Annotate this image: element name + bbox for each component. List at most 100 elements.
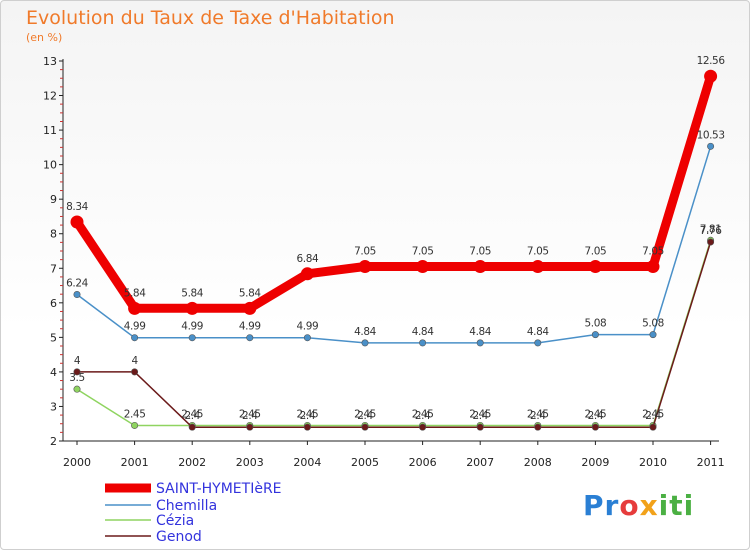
data-label-c-zia: 2.45 — [239, 408, 261, 420]
data-label-saint-hymeti-re: 7.05 — [354, 246, 376, 258]
data-point-genod — [419, 423, 427, 431]
data-label-c-zia: 2.45 — [585, 408, 607, 420]
x-tick-label: 2010 — [639, 456, 667, 469]
data-point-genod — [649, 423, 657, 431]
data-label-genod: 2.4 — [472, 410, 488, 422]
data-label-chemilla: 4.84 — [469, 326, 491, 338]
data-point-saint-hymeti-re — [646, 260, 660, 274]
y-tick-label: 8 — [50, 228, 57, 241]
x-tick-label: 2006 — [409, 456, 437, 469]
data-point-chemilla — [419, 339, 427, 347]
data-point-saint-hymeti-re — [185, 301, 199, 315]
data-label-c-zia: 2.45 — [642, 408, 664, 420]
data-label-c-zia: 2.45 — [124, 408, 146, 420]
data-label-saint-hymeti-re: 7.05 — [642, 246, 664, 258]
data-point-genod — [73, 368, 81, 376]
data-label-saint-hymeti-re: 5.84 — [124, 287, 146, 299]
y-tick-label: 4 — [50, 366, 57, 379]
data-label-genod: 2.4 — [415, 410, 431, 422]
legend-label-saint-hymeti-re: SAINT-HYMETIèRE — [156, 481, 282, 497]
legend-label-chemilla: Chemilla — [156, 498, 217, 514]
data-point-genod — [303, 423, 311, 431]
x-tick-label: 2000 — [63, 456, 91, 469]
data-point-chemilla — [476, 339, 484, 347]
data-point-genod — [361, 423, 369, 431]
data-point-genod — [246, 423, 254, 431]
x-tick-label: 2002 — [178, 456, 206, 469]
data-point-saint-hymeti-re — [416, 260, 430, 274]
data-label-c-zia: 2.45 — [181, 408, 203, 420]
data-label-chemilla: 4.99 — [297, 321, 319, 333]
data-label-saint-hymeti-re: 5.84 — [181, 287, 203, 299]
data-point-c-zia — [73, 385, 81, 393]
data-point-chemilla — [534, 339, 542, 347]
proxiti-logo: Proxiti — [583, 489, 694, 522]
data-label-saint-hymeti-re: 6.84 — [297, 253, 319, 265]
x-tick-label: 2009 — [581, 456, 609, 469]
y-tick-label: 9 — [50, 193, 57, 206]
data-point-saint-hymeti-re — [128, 301, 142, 315]
y-tick-label: 6 — [50, 297, 57, 310]
data-label-chemilla: 4.99 — [124, 321, 146, 333]
logo-part-4: iti — [658, 489, 695, 522]
data-label-chemilla: 5.08 — [642, 318, 664, 330]
data-point-chemilla — [361, 339, 369, 347]
data-label-c-zia: 2.45 — [354, 408, 376, 420]
data-point-saint-hymeti-re — [358, 260, 372, 274]
data-point-chemilla — [591, 331, 599, 339]
data-label-saint-hymeti-re: 7.05 — [585, 246, 607, 258]
series-line-genod — [76, 241, 712, 428]
data-point-saint-hymeti-re — [588, 260, 602, 274]
data-point-chemilla — [246, 334, 254, 342]
y-tick-label: 2 — [50, 435, 57, 448]
data-point-genod — [707, 238, 715, 246]
data-point-chemilla — [303, 334, 311, 342]
data-label-chemilla: 5.08 — [585, 318, 607, 330]
data-label-genod: 2.4 — [588, 410, 604, 422]
y-tick-label: 10 — [43, 159, 57, 172]
data-label-genod: 7.76 — [700, 225, 722, 237]
data-point-genod — [591, 423, 599, 431]
data-label-genod: 4 — [131, 355, 138, 367]
data-label-chemilla: 4.84 — [527, 326, 549, 338]
data-label-chemilla: 4.84 — [412, 326, 434, 338]
data-label-chemilla: 4.99 — [181, 321, 203, 333]
data-label-genod: 2.4 — [242, 410, 258, 422]
chart-subtitle: (en %) — [26, 31, 63, 44]
data-label-saint-hymeti-re: 7.05 — [527, 246, 549, 258]
data-label-c-zia: 2.45 — [297, 408, 319, 420]
data-label-chemilla: 10.53 — [697, 129, 725, 141]
data-label-genod: 2.4 — [530, 410, 546, 422]
x-tick-label: 2001 — [121, 456, 149, 469]
data-point-genod — [534, 423, 542, 431]
x-tick-label: 2004 — [293, 456, 321, 469]
y-tick-label: 13 — [43, 55, 57, 68]
data-label-genod: 2.4 — [357, 410, 373, 422]
data-point-saint-hymeti-re — [243, 301, 257, 315]
x-tick-label: 2011 — [697, 456, 725, 469]
data-label-chemilla: 4.99 — [239, 321, 261, 333]
y-tick-label: 12 — [43, 90, 57, 103]
data-point-saint-hymeti-re — [473, 260, 487, 274]
x-tick-label: 2003 — [236, 456, 264, 469]
data-label-saint-hymeti-re: 5.84 — [239, 287, 261, 299]
data-point-saint-hymeti-re — [531, 260, 545, 274]
data-label-c-zia: 7.81 — [700, 223, 722, 235]
y-tick-label: 3 — [50, 400, 57, 413]
data-point-genod — [131, 368, 139, 376]
data-label-c-zia: 3.5 — [69, 372, 85, 384]
data-point-chemilla — [707, 142, 715, 150]
data-label-c-zia: 2.45 — [469, 408, 491, 420]
data-label-saint-hymeti-re: 8.34 — [66, 201, 88, 213]
data-label-genod: 2.4 — [645, 410, 661, 422]
data-point-genod — [476, 423, 484, 431]
data-point-chemilla — [188, 334, 196, 342]
x-tick-label: 2007 — [466, 456, 494, 469]
series-line-chemilla — [76, 145, 712, 344]
data-label-chemilla: 4.84 — [354, 326, 376, 338]
x-tick-label: 2008 — [524, 456, 552, 469]
axes: 2 3 4 5 6 7 8 9 10 11 12 13 2000 2001 2002 2003 2004 2005… — [43, 55, 725, 469]
y-tick-label: 7 — [50, 262, 57, 275]
